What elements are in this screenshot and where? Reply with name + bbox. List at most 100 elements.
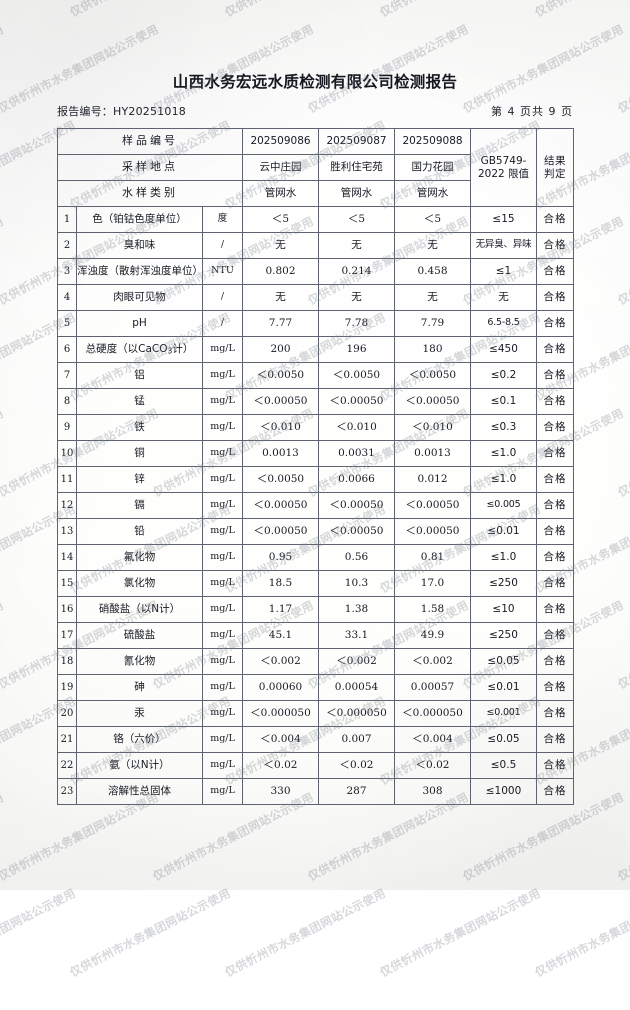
table-row: 21 铬（六价） mg/L ＜0.004 0.007 ＜0.004 ≤0.05 合格 [57, 726, 574, 753]
row-value-sample-1: ＜0.00050 [242, 518, 319, 545]
row-limit: ≤450 [470, 336, 537, 363]
header-label-2: 水样类别 [57, 180, 243, 207]
table-row: 9 铁 mg/L ＜0.010 ＜0.010 ＜0.010 ≤0.3 合格 [57, 414, 574, 441]
row-index: 22 [57, 752, 77, 779]
row-index: 7 [57, 362, 77, 389]
row-unit: mg/L [202, 362, 243, 389]
row-limit: ≤250 [470, 570, 537, 597]
row-unit: 度 [202, 206, 243, 233]
header-sample-3-1: 国力花园 [394, 154, 471, 181]
report-meta: 报告编号：HY20251018 第 4 页共 9 页 [57, 103, 573, 119]
row-item-name: 氨（以N计） [76, 752, 203, 779]
row-value-sample-1: ＜0.0050 [242, 362, 319, 389]
row-value-sample-3: 无 [394, 232, 471, 259]
table-header-row: 样品编号 202509086 202509087 202509088 GB5749- 20… [57, 128, 574, 207]
row-item-name: 肉眼可见物 [76, 284, 203, 311]
row-index: 12 [57, 492, 77, 519]
row-item-name: 汞 [76, 700, 203, 727]
row-unit: mg/L [202, 466, 243, 493]
row-value-sample-2: 1.38 [318, 596, 395, 623]
row-value-sample-2: 10.3 [318, 570, 395, 597]
row-result-verdict: 合格 [536, 362, 574, 389]
row-index: 3 [57, 258, 77, 285]
row-item-name: 氟化物 [76, 544, 203, 571]
row-value-sample-3: 0.81 [394, 544, 471, 571]
row-index: 19 [57, 674, 77, 701]
row-result-verdict: 合格 [536, 388, 574, 415]
row-limit: ≤1.0 [470, 466, 537, 493]
row-unit: mg/L [202, 596, 243, 623]
row-limit: ≤1.0 [470, 440, 537, 467]
row-value-sample-2: 0.214 [318, 258, 395, 285]
row-unit: mg/L [202, 700, 243, 727]
row-value-sample-1: 1.17 [242, 596, 319, 623]
row-result-verdict: 合格 [536, 414, 574, 441]
watermark-text: 仅供忻州市水务集团网站公示使用 [0, 885, 78, 980]
row-item-name: 色（铂钴色度单位） [76, 206, 203, 233]
page-title: 山西水务宏远水质检测有限公司检测报告 [172, 73, 458, 91]
row-result-verdict: 合格 [536, 258, 574, 285]
row-value-sample-2: ＜0.000050 [318, 700, 395, 727]
table-row: 5 pH/7.77 7.78 7.79 6.5-8.5 合格 [57, 310, 574, 337]
row-index: 11 [57, 466, 77, 493]
header-result-verdict: 结果 判定 [536, 128, 574, 207]
row-value-sample-1: ＜0.000050 [242, 700, 319, 727]
row-value-sample-3: ＜5 [394, 206, 471, 233]
row-limit: ≤0.2 [470, 362, 537, 389]
row-index: 17 [57, 622, 77, 649]
row-unit: mg/L [202, 622, 243, 649]
row-item-name: 臭和味 [76, 232, 203, 259]
table-row: 8 锰 mg/L ＜0.00050 ＜0.00050 ＜0.00050 ≤0.1 合格 [57, 388, 574, 415]
row-value-sample-1: 0.00060 [242, 674, 319, 701]
header-sample-3-0: 202509088 [394, 128, 471, 155]
row-value-sample-1: 18.5 [242, 570, 319, 597]
row-value-sample-1: 330 [242, 778, 319, 805]
row-limit: ≤0.1 [470, 388, 537, 415]
report-page: 山西水务宏远水质检测有限公司检测报告 报告编号：HY20251018 第 4 页… [57, 73, 574, 805]
table-row: 18 氰化物 mg/L ＜0.002 ＜0.002 ＜0.002 ≤0.05 合格 [57, 648, 574, 675]
row-result-verdict: 合格 [536, 466, 574, 493]
row-value-sample-3: ＜0.00050 [394, 518, 471, 545]
header-label-1: 采样地点 [57, 154, 243, 181]
table-row: 7 铝 mg/L ＜0.0050 ＜0.0050 ＜0.0050 ≤0.2 合格 [57, 362, 574, 389]
row-result-verdict: 合格 [536, 752, 574, 779]
row-result-verdict: 合格 [536, 544, 574, 571]
header-label-0: 样品编号 [57, 128, 243, 155]
header-sample-1-0: 202509086 [242, 128, 319, 155]
row-unit: mg/L [202, 778, 243, 805]
row-value-sample-3: ＜0.02 [394, 752, 471, 779]
row-value-sample-2: ＜5 [318, 206, 395, 233]
row-value-sample-1: ＜0.02 [242, 752, 319, 779]
watermark-text: 仅供忻州市水务集团网站公示使用 [532, 885, 630, 980]
row-item-name: 锰 [76, 388, 203, 415]
row-index: 6 [57, 336, 77, 363]
row-item-name: 总硬度（以CaCO3计） [76, 336, 203, 363]
row-limit: ≤0.05 [470, 648, 537, 675]
row-value-sample-3: 无 [394, 284, 471, 311]
watermark-text: 仅供忻州市水务集团网站公示使用 [377, 885, 543, 980]
row-value-sample-2: 196 [318, 336, 395, 363]
row-limit: 无 [470, 284, 537, 311]
watermark-text: 仅供忻州市水务集团网站公示使用 [67, 885, 233, 980]
row-index: 15 [57, 570, 77, 597]
row-value-sample-2: ＜0.02 [318, 752, 395, 779]
row-unit: mg/L [202, 518, 243, 545]
row-unit: mg/L [202, 726, 243, 753]
row-result-verdict: 合格 [536, 700, 574, 727]
header-standard-limit: GB5749- 2022 限值 [470, 128, 537, 207]
row-unit: / [202, 284, 243, 311]
row-result-verdict: 合格 [536, 726, 574, 753]
row-index: 1 [57, 206, 77, 233]
row-value-sample-2: 0.00054 [318, 674, 395, 701]
row-limit: ≤0.001 [470, 700, 537, 727]
row-value-sample-3: ＜0.00050 [394, 492, 471, 519]
row-value-sample-2: ＜0.002 [318, 648, 395, 675]
row-index: 18 [57, 648, 77, 675]
row-value-sample-2: 0.0066 [318, 466, 395, 493]
row-value-sample-2: 0.56 [318, 544, 395, 571]
header-sample-2-0: 202509087 [318, 128, 395, 155]
row-value-sample-2: 无 [318, 284, 395, 311]
row-value-sample-1: 7.77 [242, 310, 319, 337]
table-row: 17 硫酸盐 mg/L 45.1 33.1 49.9 ≤250 合格 [57, 622, 574, 649]
row-value-sample-1: ＜0.00050 [242, 388, 319, 415]
